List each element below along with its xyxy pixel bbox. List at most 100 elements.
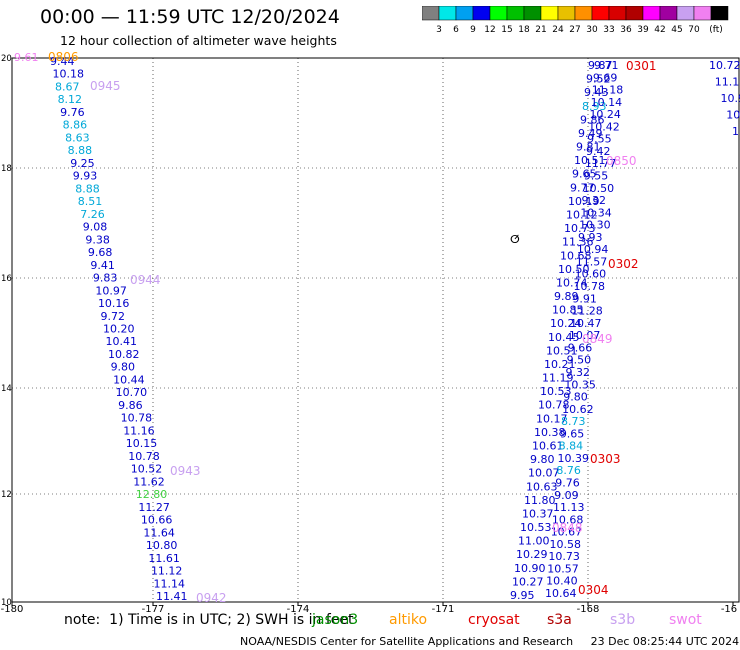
scale-label: 33 [603,25,614,35]
pass-time-label: 0302 [608,257,639,271]
wave-height-value: 10.82 [108,348,140,361]
wave-height-value: 10.07 [528,467,560,480]
wave-height-value: 10.50 [583,182,615,195]
wave-height-value: 11.16 [123,424,155,437]
wave-height-value: 9.55 [587,133,612,146]
wave-height-value: 11.77 [585,157,617,170]
wave-height-value: 10.97 [95,284,127,297]
pass-time-label: 0849 [582,332,613,346]
scale-label: 39 [637,25,649,35]
wave-height-value: 8.93 [582,100,607,113]
wave-height-value: 9.86 [118,399,142,412]
wave-height-value: 10.78 [128,450,160,463]
map-subtitle: 12 hour collection of altimeter wave hei… [60,33,337,48]
land-marker: ⵚ [510,233,520,246]
wave-height-value: 10.50 [558,263,590,276]
wave-height-value: 10.73 [548,550,580,563]
wave-height-value: 11.64 [143,526,175,539]
wave-height-value: 10.17 [536,412,568,425]
wave-height-value: 10.52 [131,463,163,476]
credit-line: NOAA/NESDIS Center for Satellite Applica… [240,635,739,648]
wave-height-value: 9.32 [581,194,606,207]
wave-height-value: 10.9 [721,92,740,105]
wave-height-value: 10.70 [116,386,148,399]
wave-height-value: 9.55 [584,170,609,183]
wave-height-value: 8.86 [63,119,88,132]
wave-height-value: 10.18 [53,68,85,81]
wave-height-value: 10.20 [103,323,135,336]
scale-label: 6 [453,25,459,35]
satellite-swot: swot [669,612,702,628]
wave-height-value: 8.88 [68,144,93,157]
satellite-s3a: s3a [547,612,572,628]
x-tick-label: -174 [287,604,310,615]
scale-label: 21 [535,25,546,35]
wave-height-value: 10.15 [126,437,158,450]
scale-label: 3 [436,25,442,35]
wave-height-value: 10.41 [106,335,137,348]
wave-height-value: 11.14 [153,577,185,590]
scale-label: 18 [518,25,530,35]
wave-height-value: 9.89 [554,290,579,303]
y-tick-label: 12 [1,490,12,500]
wave-height-value: 10.24 [550,317,582,330]
wave-height-value: 11.62 [133,475,165,488]
wave-height-value: 10.53 [520,521,552,534]
wave-height-value: 10.07 [569,329,601,342]
wave-height-value: 11.15 [715,76,740,89]
wave-height-value: 10.53 [540,385,572,398]
wave-height-value: 11.19 [542,372,574,385]
wave-height-value: 9.52 [586,73,611,86]
wave-height-value: 9.71 [594,59,619,72]
map-title: 00:00 — 11:59 UTC 12/20/2024 [40,6,340,28]
wave-height-value: 10.40 [546,575,578,588]
wave-height-value: 9.69 [593,71,618,84]
satellite-jason3: jason3 [312,612,359,628]
scale-label: 45 [671,25,682,35]
wave-height-value: 9.41 [90,259,115,272]
wave-height-value: 10.90 [514,562,546,575]
wave-height-value: 10. [726,109,740,122]
wave-height-value: 9.38 [85,233,110,246]
wave-height-value: 9.25 [70,157,95,170]
pass-time-label: 0943 [170,464,201,478]
wave-height-value: 11.18 [592,84,624,97]
map-frame [11,57,740,603]
wave-height-value: 10.37 [522,507,554,520]
wave-height-value: 9.61 [14,51,39,64]
wave-height-value: 10.60 [575,268,607,281]
wave-height-value: 10.29 [516,548,548,561]
wave-height-value: 10.61 [532,440,564,453]
wave-height-value: 10.35 [564,378,596,391]
wave-height-value: 9.08 [83,221,108,234]
y-tick-label: 18 [1,164,12,174]
wave-height-value: 9.76 [555,476,580,489]
wave-height-value: 10.63 [526,480,558,493]
x-tick-label: -180 [1,604,24,615]
scale-label: 27 [569,25,580,35]
wave-height-value: 8.88 [75,182,100,195]
wave-height-value: 10.73 [564,222,596,235]
wave-height-value: 10.38 [534,426,566,439]
wave-height-value: 9.93 [578,231,603,244]
wave-height-value: 10.78 [121,412,152,425]
wave-height-value: 11.13 [553,501,585,514]
pass-time-label: 0304 [578,583,609,597]
wave-height-value: 9.95 [510,589,535,602]
wave-height-value: 8.67 [55,80,80,93]
scale-label: 9 [470,25,476,35]
scale-label: 70 [688,25,700,35]
wave-height-value: 11.12 [151,565,183,578]
wave-height-value: 10.47 [570,317,602,330]
wave-height-value: 11.57 [576,255,608,268]
y-tick-label: 16 [1,274,12,284]
wave-height-value: 10.68 [560,249,592,262]
wave-height-value: 10.45 [548,331,580,344]
wave-height-value: 11.36 [562,236,594,249]
wave-height-value: 9.93 [73,170,98,183]
wave-height-value: 9.86 [580,113,605,126]
wave-height-value: 10.27 [512,575,544,588]
wave-height-value: 9.68 [88,246,113,259]
wave-height-value: 9.09 [554,489,579,502]
